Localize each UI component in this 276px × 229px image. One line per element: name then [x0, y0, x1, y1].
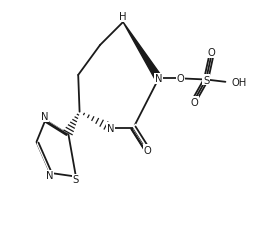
- Text: N: N: [46, 171, 53, 181]
- Text: O: O: [143, 145, 151, 155]
- Polygon shape: [123, 23, 162, 81]
- Text: S: S: [73, 174, 79, 185]
- Text: N: N: [107, 123, 114, 133]
- Text: O: O: [177, 74, 184, 84]
- Text: N: N: [41, 111, 49, 121]
- Text: O: O: [208, 48, 216, 58]
- Text: OH: OH: [231, 77, 246, 87]
- Text: H: H: [119, 12, 127, 22]
- Text: N: N: [155, 74, 163, 84]
- Text: O: O: [190, 98, 198, 108]
- Text: S: S: [203, 75, 209, 85]
